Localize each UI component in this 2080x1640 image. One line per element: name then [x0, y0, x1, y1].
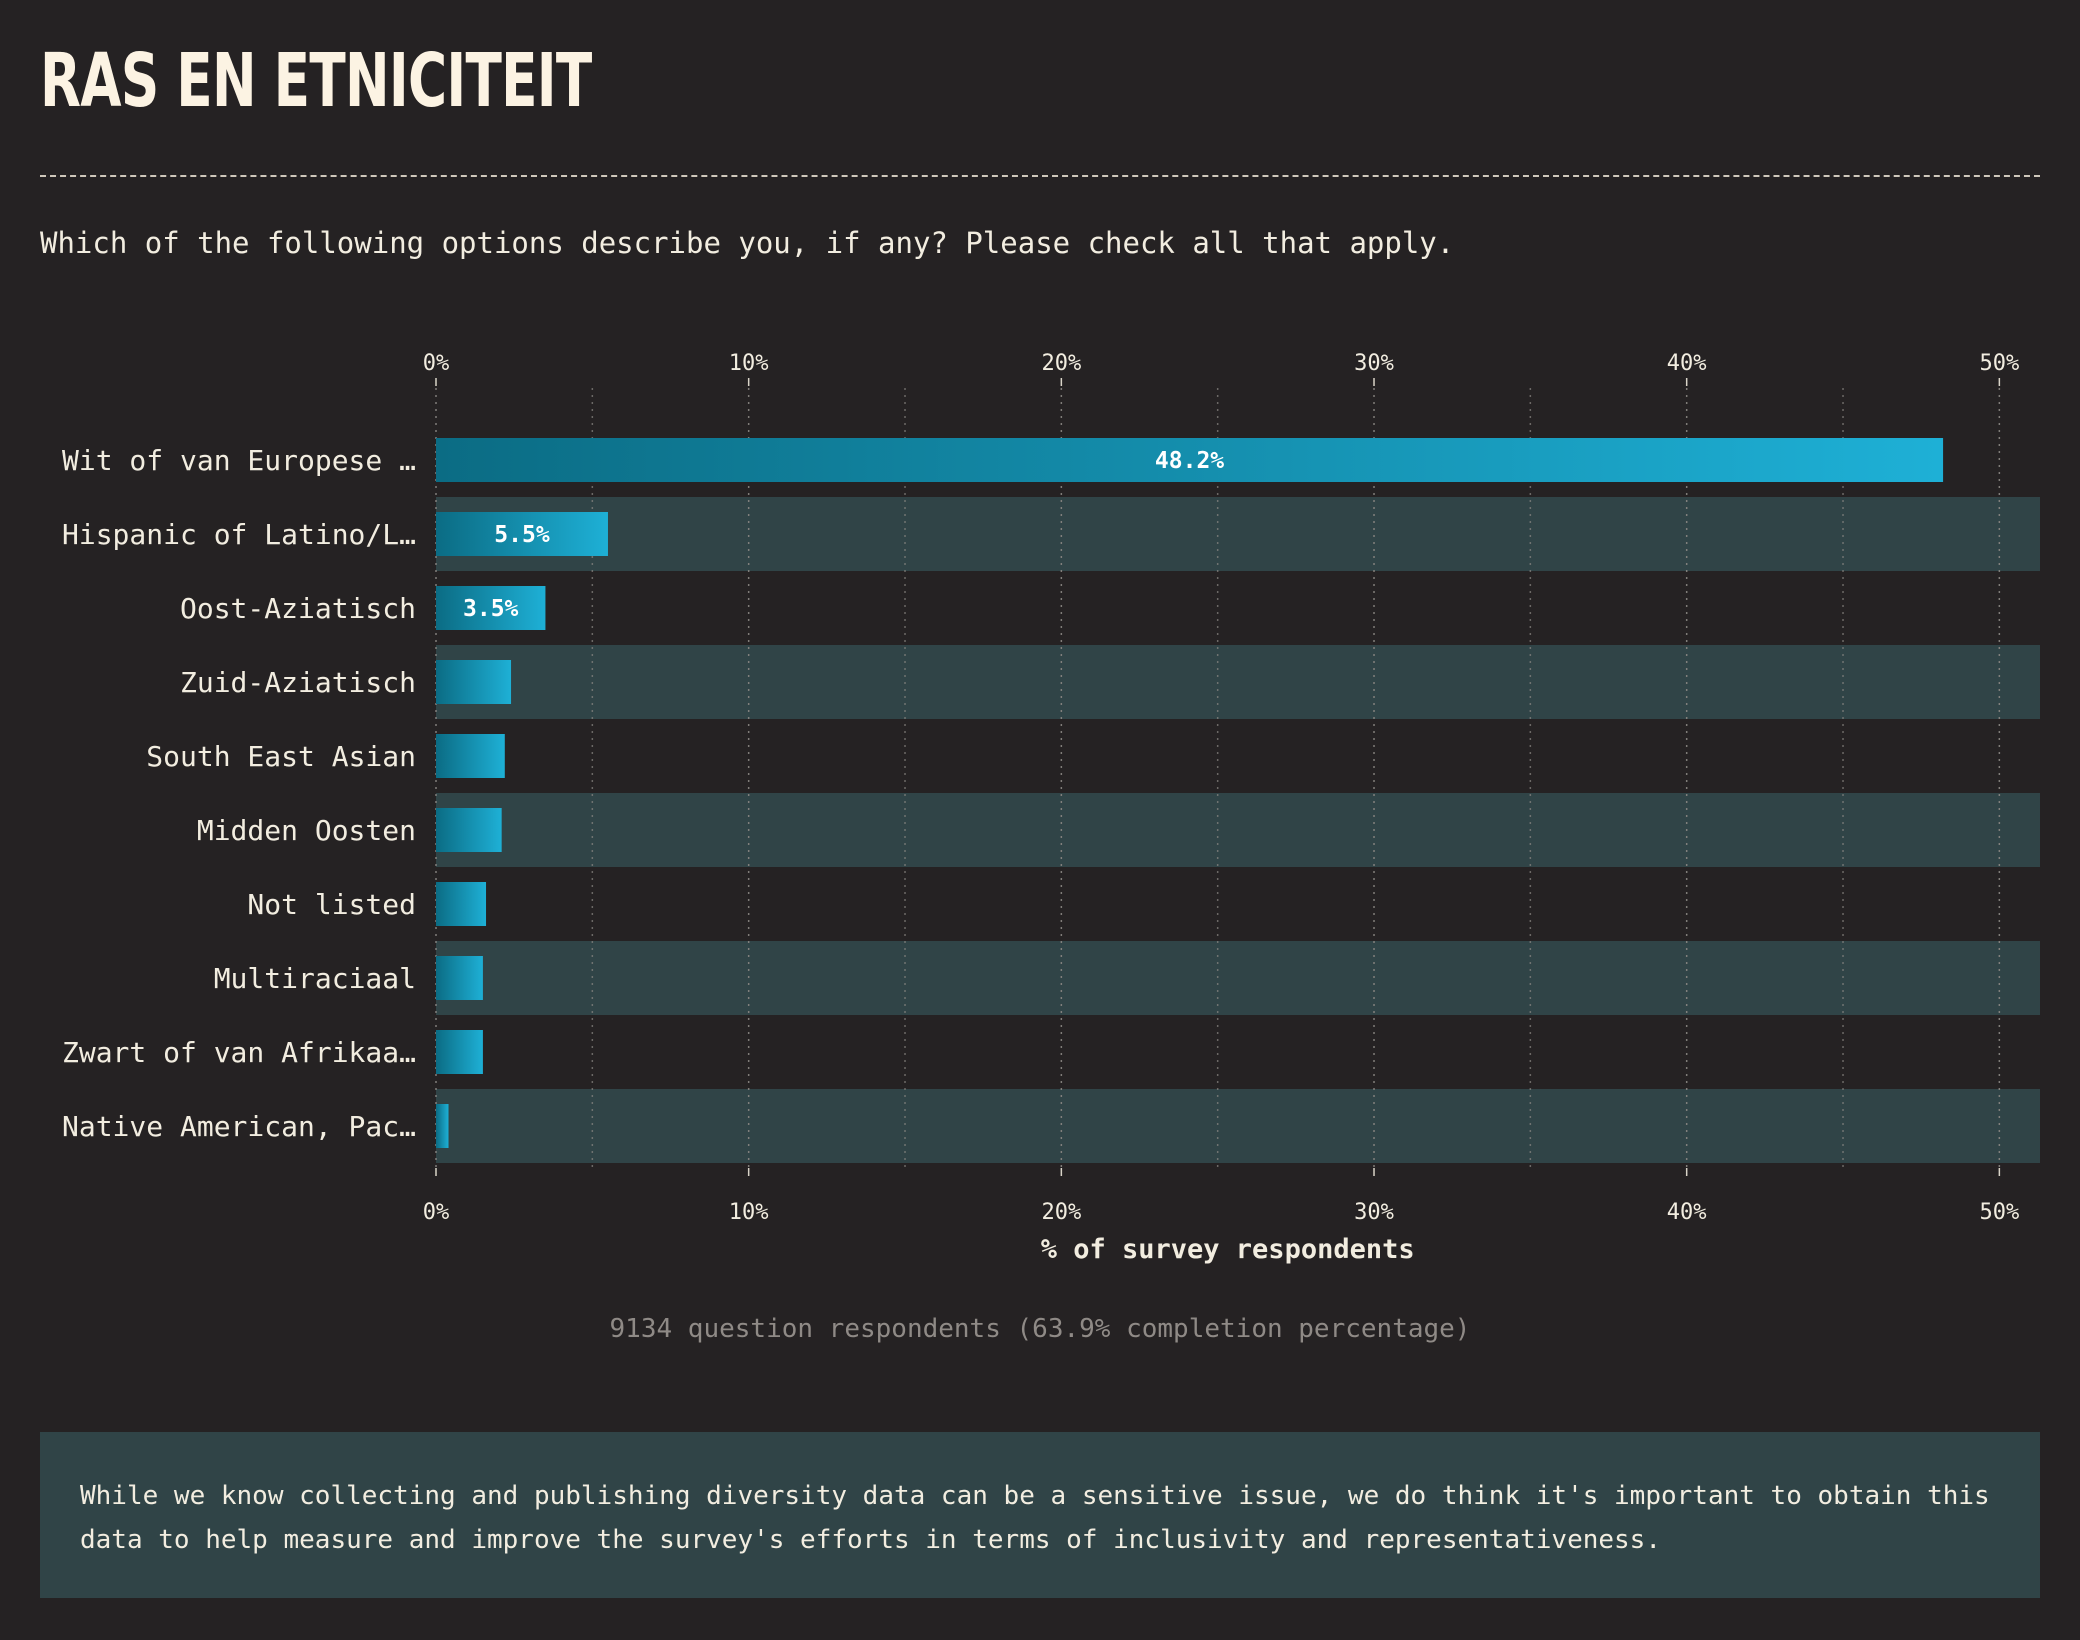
- category-label: Wit of van Europese …: [62, 444, 416, 477]
- row-band: [436, 645, 2040, 719]
- category-label: Multiraciaal: [214, 962, 416, 995]
- x-tick-label-top: 40%: [1667, 351, 1707, 376]
- x-tick-label-bottom: 0%: [423, 1200, 450, 1225]
- category-label: Hispanic of Latino/L…: [62, 518, 416, 551]
- x-tick-label-bottom: 40%: [1667, 1200, 1707, 1225]
- bar: [436, 956, 483, 1000]
- bar: [436, 512, 608, 556]
- info-note-box: While we know collecting and publishing …: [40, 1432, 2040, 1598]
- respondents-footnote: 9134 question respondents (63.9% complet…: [609, 1314, 1471, 1344]
- bar: [436, 734, 505, 778]
- x-axis-title: % of survey respondents: [1041, 1234, 1415, 1265]
- x-tick-label-top: 30%: [1354, 351, 1394, 376]
- row-band: [436, 793, 2040, 867]
- x-tick-label-top: 20%: [1041, 351, 1081, 376]
- row-band: [436, 1089, 2040, 1163]
- row-band: [436, 497, 2040, 571]
- bar: [436, 882, 487, 926]
- category-label: Not listed: [247, 888, 416, 921]
- x-tick-label-top: 10%: [729, 351, 769, 376]
- title-divider: [40, 175, 2040, 177]
- page-title: RAS EN ETNICITEIT: [40, 38, 592, 124]
- x-tick-label-bottom: 30%: [1354, 1200, 1394, 1225]
- category-label: Oost-Aziatisch: [180, 592, 416, 625]
- category-label: Native American, Pac…: [62, 1110, 416, 1143]
- bar: [436, 808, 502, 852]
- bar-chart: 0% 0% 10% 10% 20% 20% 30% 30% 40% 40% 50% 50% % of s…: [62, 351, 2040, 1265]
- question-text: Which of the following options describe …: [40, 226, 1455, 260]
- x-tick-label-top: 0%: [423, 351, 450, 376]
- category-label: Zwart of van Afrikaa…: [62, 1036, 416, 1069]
- row-band: [436, 941, 2040, 1015]
- x-tick-label-bottom: 20%: [1041, 1200, 1081, 1225]
- category-label: Midden Oosten: [197, 814, 416, 847]
- x-tick-label-top: 50%: [1979, 351, 2019, 376]
- bar: [436, 1030, 483, 1074]
- category-label: Zuid-Aziatisch: [180, 666, 416, 699]
- info-note-text: While we know collecting and publishing …: [80, 1481, 1990, 1555]
- x-tick-label-bottom: 50%: [1979, 1200, 2019, 1225]
- bar: [436, 660, 512, 704]
- data-label: 5.5%: [494, 522, 550, 548]
- data-label: 3.5%: [463, 596, 519, 622]
- x-tick-label-bottom: 10%: [729, 1200, 769, 1225]
- data-label: 48.2%: [1155, 448, 1224, 474]
- category-label: South East Asian: [146, 740, 416, 773]
- bar: [436, 586, 546, 630]
- bar: [436, 1104, 449, 1148]
- bar: [436, 438, 1944, 482]
